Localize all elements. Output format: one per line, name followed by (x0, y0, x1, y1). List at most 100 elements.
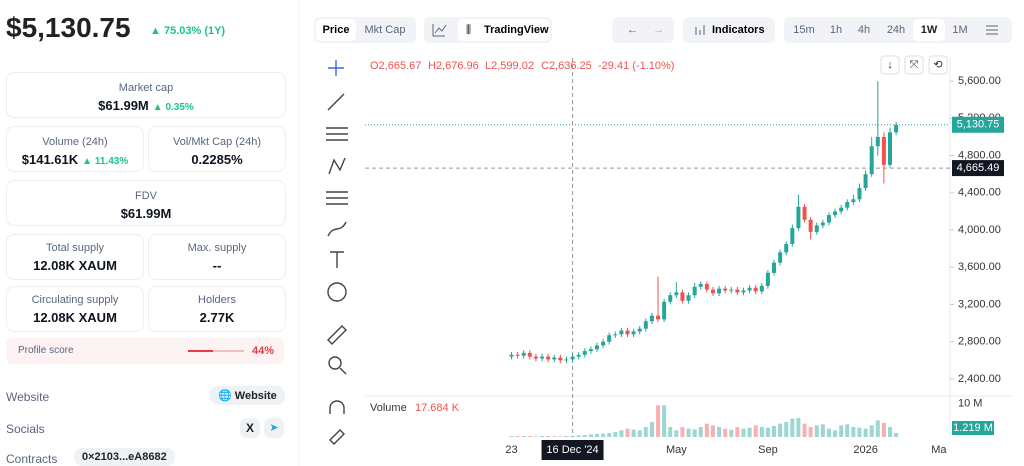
ohlc-value: L2,599.02 (485, 60, 534, 72)
forward[interactable]: → (653, 24, 664, 36)
tab[interactable]: Price (323, 24, 350, 36)
candle-body (894, 124, 899, 133)
candle-body (820, 222, 825, 226)
volume-bar (540, 436, 545, 437)
change-text: 75.03% (1Y) (163, 25, 226, 37)
candle-body (753, 287, 758, 292)
chart-control[interactable] (904, 55, 924, 75)
volume-bar (851, 427, 856, 437)
volume-bar (588, 434, 593, 437)
volume-bar (881, 423, 886, 437)
candle-body (869, 146, 874, 175)
tab[interactable]: TradingView (484, 24, 549, 36)
candle-body (888, 132, 893, 165)
volume-bar (863, 428, 868, 437)
volume-bar (717, 427, 722, 437)
volume-bar (888, 427, 893, 437)
indicators-button[interactable] (683, 17, 775, 43)
volume-bar (753, 425, 758, 437)
candle-body (674, 292, 679, 296)
volume-bar (662, 405, 667, 437)
stat-value: 12.08K XAUM (33, 258, 117, 273)
candle-body (637, 328, 642, 332)
ohlc-value: H2,676.96 (428, 60, 479, 72)
volume-bar (704, 423, 709, 437)
stat-card: FDV $61.99M (6, 180, 286, 226)
chart-control-icon[interactable]: ↓ (887, 59, 893, 71)
settings-icon[interactable] (986, 25, 998, 35)
candle-body (710, 289, 715, 294)
candle-body (881, 136, 886, 165)
stat-label: Max. supply (187, 242, 247, 254)
address: 0×2103...eA8682 (82, 451, 167, 463)
candle-body (863, 174, 868, 189)
back[interactable]: ← (627, 24, 638, 36)
candle-body (814, 225, 819, 232)
y-tick-label: 4,800.00 (958, 149, 1001, 161)
volume-bar (643, 427, 648, 437)
value: $141.61K (21, 152, 79, 167)
tab[interactable]: Mkt Cap (365, 24, 406, 36)
score-track (188, 350, 244, 352)
stat-label: Volume (24h) (42, 136, 108, 148)
volume-bar (808, 427, 813, 437)
chart-control-icon[interactable]: ⤧ (910, 59, 919, 71)
row-label: Website (6, 390, 50, 404)
change: 11.43% (94, 156, 129, 167)
interval[interactable]: 1M (952, 24, 967, 36)
stat-label: Market cap (118, 82, 174, 94)
nav-buttons[interactable] (612, 17, 674, 43)
volume-bar (802, 423, 807, 437)
volume-bar (833, 430, 838, 437)
volume-bar (515, 436, 520, 437)
x-tick-label: 2026 (853, 444, 877, 456)
candle-body (533, 356, 538, 359)
drawing-tools (326, 60, 348, 445)
candle-body (552, 357, 557, 360)
ohlc-value: O2,665.67 (370, 60, 421, 72)
website-button[interactable]: 🌐 Website (210, 386, 285, 405)
candle-body (527, 352, 532, 357)
y-tick-label: 3,600.00 (958, 261, 1001, 273)
indicators[interactable]: Indicators (712, 24, 765, 36)
volume-bar (839, 425, 844, 437)
volume-bar (710, 425, 715, 437)
y-tick-label: 4,000.00 (958, 224, 1001, 236)
volume-bar (533, 436, 538, 437)
stat-label: Holders (198, 294, 236, 306)
x-tick-label: Sep (758, 444, 778, 456)
candle-body (845, 202, 850, 208)
stat-label: Circulating supply (31, 294, 119, 306)
volume-bar (741, 428, 746, 437)
value: $61.99M (98, 98, 149, 113)
candle-body (594, 345, 599, 350)
volume-bar (826, 428, 831, 437)
stat-label: FDV (135, 190, 157, 202)
interval[interactable]: 15m (793, 24, 814, 36)
volume-bar (735, 427, 740, 437)
stat-value: $61.99M (120, 206, 172, 221)
line-icon[interactable] (432, 24, 447, 37)
volume-bar (656, 405, 661, 437)
ohlc-value: C2,636.25 (541, 60, 592, 72)
contract-address[interactable]: 0×2103...eA8682 (74, 448, 175, 466)
stat-value: $141.61K ▲ 11.43% (7, 152, 143, 167)
profile-score: Profile score 44% (6, 338, 284, 364)
chart-control-icon[interactable]: ⟲ (933, 59, 942, 71)
chart-control[interactable] (880, 55, 900, 75)
interval[interactable]: 1h (830, 24, 842, 36)
candle-body (839, 207, 844, 212)
candle-body (686, 295, 691, 301)
interval[interactable]: 24h (887, 24, 905, 36)
volume-bar (637, 430, 642, 437)
candle-body (540, 356, 545, 359)
interval[interactable]: 1W (921, 24, 938, 36)
chart-control[interactable] (928, 55, 948, 75)
interval[interactable]: 4h (858, 24, 870, 36)
telegram-icon[interactable]: ➤ (264, 418, 284, 438)
stat-change: ▲ 11.43% (82, 156, 129, 167)
volume-bar (778, 423, 783, 437)
candle-body (576, 354, 581, 357)
x-icon[interactable]: X (240, 418, 260, 438)
stat-change: ▲ 0.35% (152, 102, 194, 113)
